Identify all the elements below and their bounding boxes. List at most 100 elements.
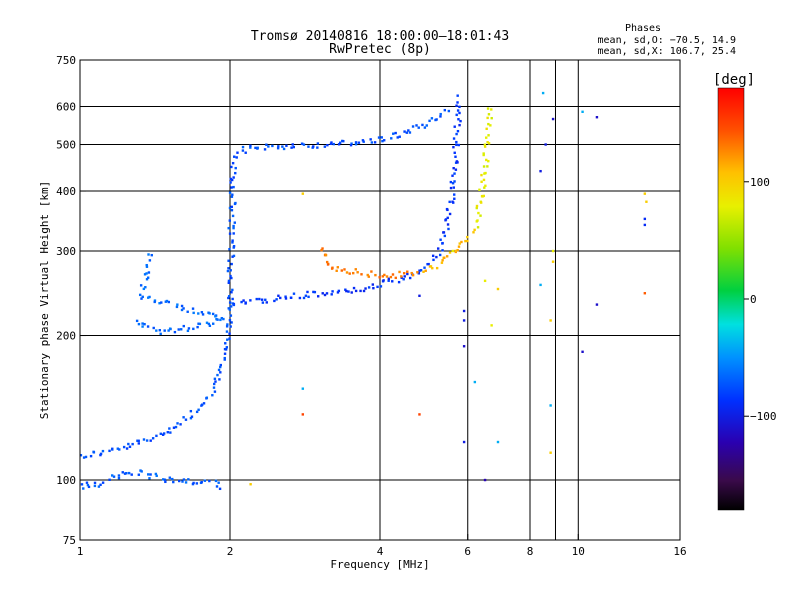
scatter-point (258, 297, 261, 301)
scatter-point (139, 284, 143, 287)
scatter-point (448, 200, 451, 204)
scatter-point (180, 328, 183, 331)
y-tick-label: 400 (56, 185, 76, 198)
scatter-point (452, 166, 455, 170)
scatter-point (232, 185, 235, 189)
scatter-point (435, 266, 439, 270)
scatter-point (418, 269, 421, 272)
scatter-point (466, 235, 469, 239)
scatter-point (263, 148, 267, 151)
scatter-point (421, 123, 424, 127)
scatter-point (436, 247, 440, 250)
scatter-point (198, 322, 202, 326)
scatter-point (180, 308, 184, 312)
scatter-point (271, 144, 274, 148)
scatter-point (232, 176, 235, 179)
scatter-point (142, 438, 146, 441)
scatter-point (392, 132, 395, 135)
scatter-point (110, 474, 114, 477)
scatter-point (445, 255, 449, 258)
scatter-point (227, 296, 230, 300)
scatter-point (460, 240, 463, 244)
scatter-point (273, 299, 276, 303)
scatter-point (223, 356, 226, 360)
scatter-point (82, 456, 86, 459)
scatter-point (230, 262, 233, 266)
scatter-point (443, 234, 447, 238)
scatter-point (163, 478, 167, 481)
scatter-point (285, 144, 288, 147)
scatter-point (454, 249, 457, 253)
scatter-point (406, 270, 409, 273)
scatter-point (145, 272, 148, 275)
scatter-point (230, 178, 234, 182)
scatter-point (367, 275, 371, 278)
scatter-point (449, 180, 453, 184)
scatter-point (182, 416, 185, 419)
scatter-point (462, 319, 466, 322)
scatter-point (141, 295, 144, 299)
scatter-point (482, 153, 485, 157)
scatter-point (279, 296, 282, 300)
scatter-point (165, 299, 169, 303)
scatter-point (549, 404, 552, 407)
scatter-point (231, 161, 235, 165)
scatter-point (446, 223, 450, 226)
scatter-point (216, 373, 219, 377)
scatter-point (476, 226, 480, 229)
scatter-point (167, 329, 170, 332)
scatter-point (234, 166, 237, 170)
scatter-point (168, 427, 171, 430)
scatter-point (330, 293, 333, 296)
scatter-point (85, 481, 89, 484)
scatter-point (370, 270, 373, 273)
scatter-point (323, 293, 327, 297)
scatter-point (223, 352, 227, 355)
scatter-point (208, 479, 211, 483)
scatter-point (281, 145, 284, 148)
scatter-point (197, 312, 200, 315)
scatter-point (227, 295, 231, 298)
scatter-point (92, 450, 95, 454)
scatter-point (340, 269, 343, 272)
scatter-point (191, 307, 195, 310)
scatter-point (137, 439, 140, 442)
scatter-point (232, 245, 236, 248)
scatter-point (231, 288, 234, 292)
scatter-point (431, 254, 435, 257)
scatter-point (141, 325, 144, 328)
scatter-point (345, 289, 348, 293)
scatter-point (455, 143, 458, 147)
scatter-point (486, 165, 489, 168)
scatter-point (402, 278, 405, 281)
scatter-point (478, 188, 481, 191)
scatter-point (490, 116, 493, 120)
scatter-point (448, 251, 452, 254)
scatter-point (496, 440, 500, 444)
scatter-point (473, 228, 476, 232)
scatter-point (429, 265, 433, 268)
scatter-point (147, 271, 151, 274)
scatter-point (369, 138, 372, 141)
scatter-point (202, 402, 206, 405)
scatter-point (145, 263, 148, 267)
scatter-point (159, 332, 162, 336)
scatter-point (182, 324, 185, 328)
scatter-point (230, 195, 234, 198)
scatter-point (230, 291, 233, 294)
scatter-point (150, 253, 153, 257)
scatter-point (148, 295, 151, 299)
scatter-point (364, 287, 367, 290)
scatter-point (233, 221, 237, 224)
scatter-point (347, 290, 350, 293)
scatter-point (145, 278, 149, 281)
scatter-point (162, 478, 165, 481)
scatter-point (131, 442, 134, 446)
scatter-point (335, 269, 338, 273)
scatter-point (337, 143, 341, 146)
scatter-point (320, 248, 323, 252)
scatter-point (159, 432, 162, 435)
colorbar-tick-label: 100 (750, 176, 770, 189)
scatter-point (381, 139, 384, 143)
scatter-point (372, 286, 375, 290)
